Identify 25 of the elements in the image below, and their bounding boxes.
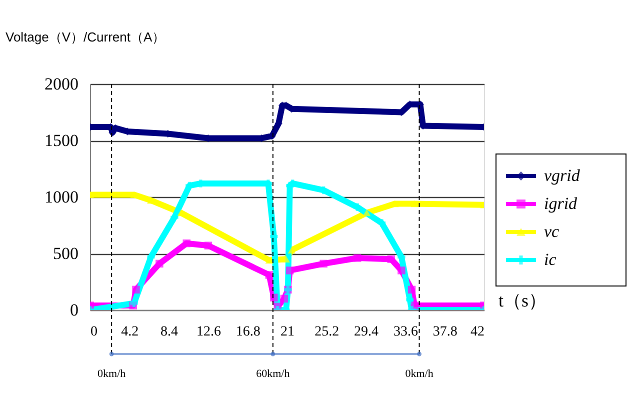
x-tick-label: 42 [470, 324, 484, 340]
x-tick-label: 4.2 [121, 324, 139, 340]
x-tick-label: 16.8 [236, 324, 260, 340]
y-tick-label: 500 [53, 244, 78, 263]
y-tick-label: 2000 [44, 74, 78, 94]
x-axis-title: t（s） [498, 290, 547, 310]
legend-label: igrid [544, 194, 578, 213]
x-tick-label: 33.6 [393, 324, 418, 340]
x-tick-label: 37.8 [432, 324, 458, 340]
ref-line-label: 60km/h [256, 368, 290, 380]
x-tick-label: 8.4 [160, 324, 178, 340]
legend-label: vgrid [544, 166, 580, 185]
y-tick-label: 1500 [44, 131, 78, 150]
ref-line-label: 0km/h [98, 368, 126, 380]
legend-label: vc [544, 222, 560, 241]
x-tick-label: 25.2 [314, 324, 340, 340]
legend-label: ic [544, 250, 557, 269]
x-tick-label: 0 [90, 324, 98, 340]
x-tick-label: 29.4 [354, 324, 379, 340]
y-tick-label: 0 [70, 300, 78, 320]
ref-line-label: 0km/h [405, 368, 434, 380]
y-axis-title: Voltage（V）/Current（A） [6, 30, 166, 44]
x-tick-label: 21 [280, 324, 294, 340]
x-tick-label: 12.6 [196, 324, 221, 340]
y-tick-label: 1000 [44, 188, 78, 206]
